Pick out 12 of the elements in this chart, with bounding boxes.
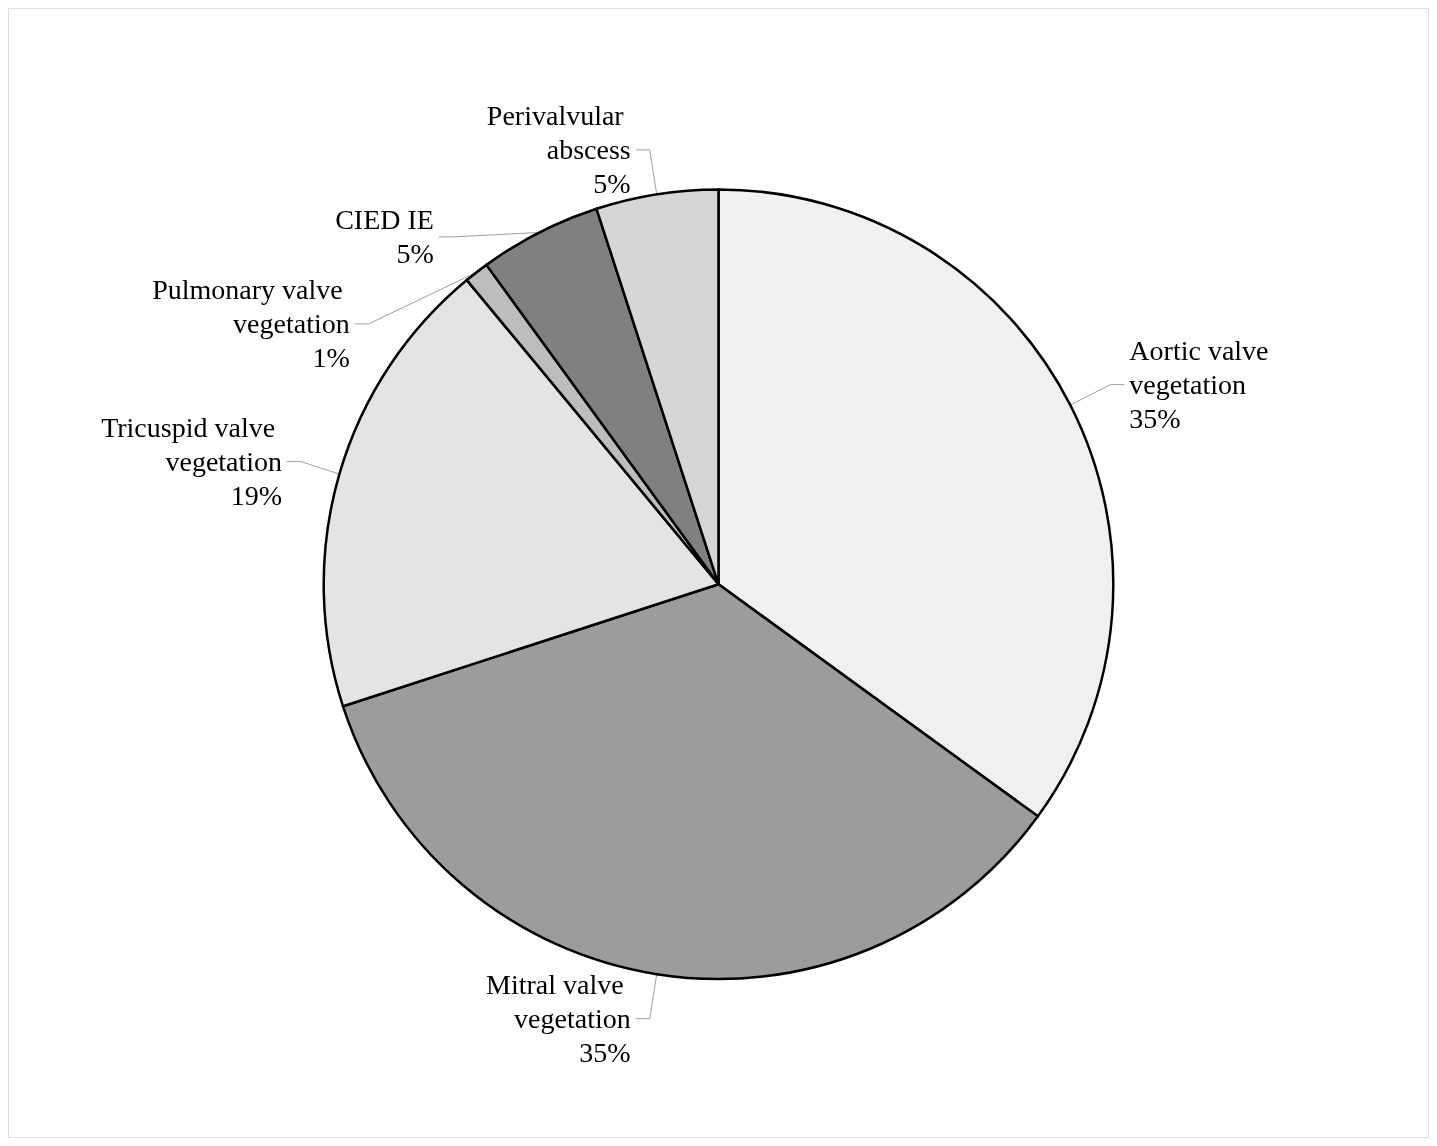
data-label: 19% bbox=[230, 480, 283, 512]
slice-label: Tricuspid valve vegetation bbox=[101, 412, 283, 478]
data-label: 1% bbox=[312, 342, 350, 374]
slice-label: Perivalvular abscess bbox=[486, 100, 631, 166]
data-label: 5% bbox=[593, 168, 631, 200]
slice-label: Aortic valve vegetation bbox=[1129, 335, 1276, 401]
data-label: 35% bbox=[579, 1037, 631, 1069]
slice-label: CIED IE bbox=[335, 204, 434, 236]
slice-label: Pulmonary valve vegetation bbox=[152, 274, 350, 340]
slice-label: Mitral valve vegetation bbox=[486, 969, 631, 1035]
data-label: 5% bbox=[396, 238, 434, 270]
data-label: 35% bbox=[1129, 403, 1181, 435]
